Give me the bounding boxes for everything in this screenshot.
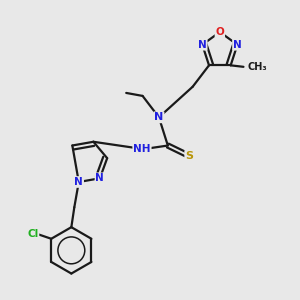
Text: CH₃: CH₃ bbox=[248, 62, 267, 72]
Text: N: N bbox=[95, 173, 104, 183]
Text: N: N bbox=[74, 177, 83, 187]
Text: NH: NH bbox=[133, 144, 151, 154]
Text: N: N bbox=[198, 40, 207, 50]
Text: O: O bbox=[215, 27, 224, 37]
Text: N: N bbox=[154, 112, 164, 122]
Text: S: S bbox=[185, 151, 193, 161]
Text: N: N bbox=[233, 40, 242, 50]
Text: Cl: Cl bbox=[27, 229, 38, 239]
